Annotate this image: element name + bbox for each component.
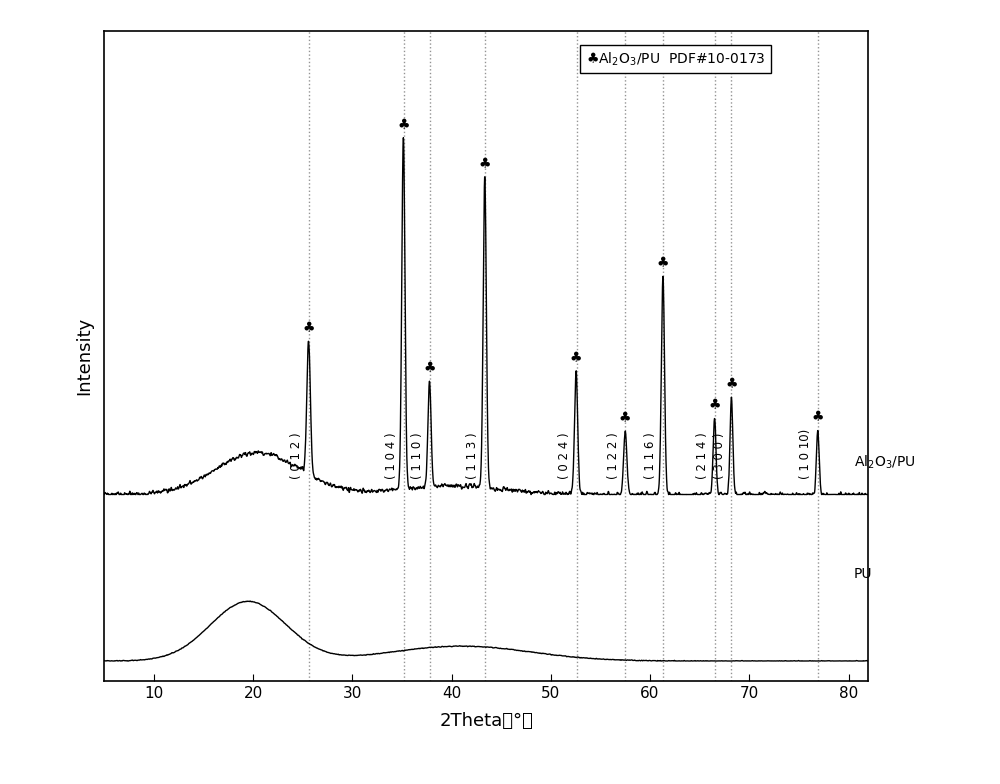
Text: ♣: ♣: [619, 412, 631, 426]
Text: ♣: ♣: [479, 157, 491, 171]
Text: ♣Al$_2$O$_3$/PU  PDF#10-0173: ♣Al$_2$O$_3$/PU PDF#10-0173: [586, 50, 765, 67]
Text: ( 1 1 3 ): ( 1 1 3 ): [466, 432, 479, 479]
Text: ( 3 0 0 ): ( 3 0 0 ): [713, 432, 726, 479]
Text: ( 1 0 10): ( 1 0 10): [799, 428, 812, 479]
Text: ♣: ♣: [725, 377, 738, 391]
Text: ( 0 2 4 ): ( 0 2 4 ): [558, 432, 571, 479]
Y-axis label: Intensity: Intensity: [75, 317, 93, 395]
Text: ( 1 0 4 ): ( 1 0 4 ): [385, 432, 398, 479]
Text: ♣: ♣: [302, 321, 315, 336]
Text: Al$_2$O$_3$/PU: Al$_2$O$_3$/PU: [854, 454, 915, 471]
Text: PU: PU: [854, 567, 872, 581]
Text: ♣: ♣: [812, 411, 824, 425]
Text: ♣: ♣: [657, 256, 669, 270]
Text: ( 0 1 2 ): ( 0 1 2 ): [290, 432, 303, 479]
Text: ♣: ♣: [570, 351, 582, 365]
Text: ( 1 1 0 ): ( 1 1 0 ): [411, 432, 424, 479]
Text: ( 1 2 2 ): ( 1 2 2 ): [607, 432, 620, 479]
Text: ( 1 1 6 ): ( 1 1 6 ): [644, 432, 657, 479]
Text: ♣: ♣: [397, 118, 410, 132]
Text: ♣: ♣: [708, 398, 721, 412]
Text: ♣: ♣: [423, 361, 436, 376]
X-axis label: 2Theta（°）: 2Theta（°）: [439, 712, 533, 730]
Text: ( 2 1 4 ): ( 2 1 4 ): [696, 432, 709, 479]
